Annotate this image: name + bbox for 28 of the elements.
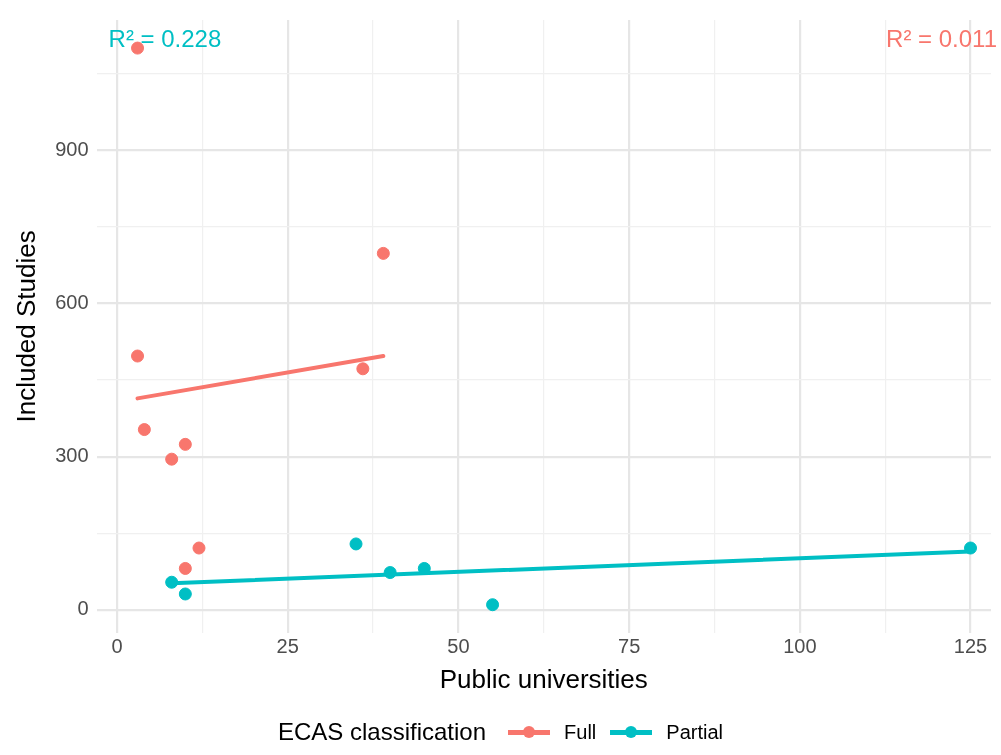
x-tick-label: 75	[618, 635, 641, 658]
y-axis-title: Included Studies	[10, 230, 41, 423]
point	[376, 246, 390, 260]
x-tick-label: 50	[447, 635, 470, 658]
point	[131, 349, 145, 363]
legend-label: Full	[564, 720, 597, 744]
x-tick-label: 100	[783, 635, 817, 658]
point	[178, 587, 192, 601]
annotation: R² = 0.011	[886, 24, 997, 52]
point	[192, 541, 206, 555]
y-tick-label: 0	[77, 597, 89, 620]
legend-label: Partial	[666, 720, 723, 744]
point	[349, 537, 363, 551]
x-tick-label: 125	[953, 635, 988, 658]
x-tick-label: 25	[276, 635, 299, 658]
legend-title: ECAS classification	[277, 718, 487, 746]
point	[137, 423, 151, 437]
point	[178, 437, 192, 451]
annotation: R² = 0.228	[108, 24, 222, 52]
x-tick-label: 0	[111, 635, 123, 658]
point	[165, 452, 179, 466]
point	[486, 598, 500, 612]
x-axis-title: Public universities	[439, 663, 648, 694]
y-tick-label: 300	[55, 444, 89, 467]
y-tick-label: 900	[55, 137, 89, 160]
point	[178, 561, 192, 575]
point	[356, 362, 370, 376]
y-tick-label: 600	[55, 290, 89, 313]
